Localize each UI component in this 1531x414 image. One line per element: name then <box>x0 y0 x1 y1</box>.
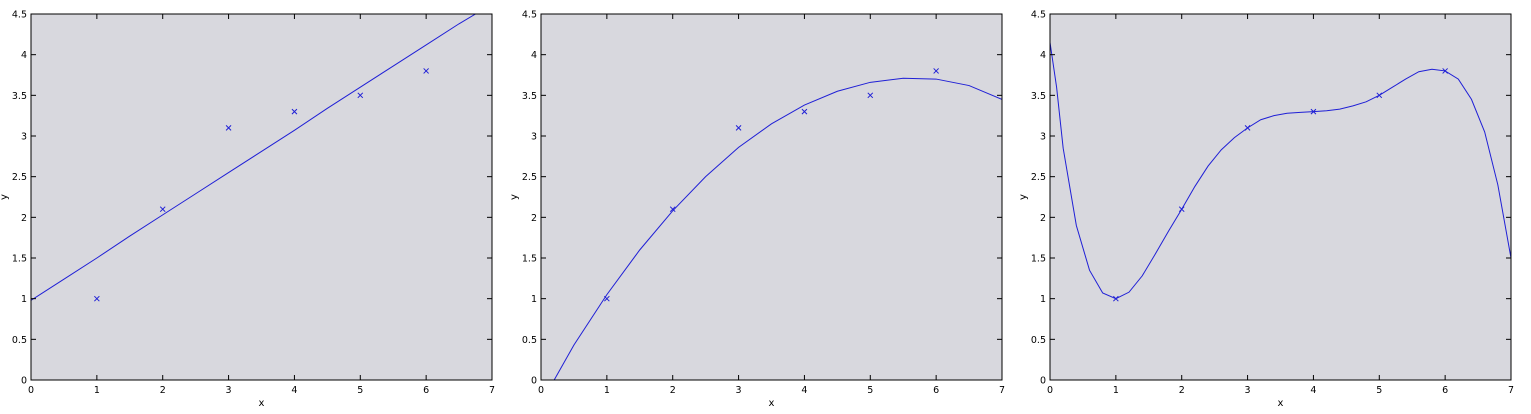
x-axis-label: x <box>769 398 775 409</box>
y-tick-label: 0 <box>1040 376 1046 387</box>
plot-area <box>541 14 1002 380</box>
plot-frame <box>540 13 1003 381</box>
plot-area <box>1050 14 1511 380</box>
plot-area <box>31 14 492 380</box>
y-tick-label: 0.5 <box>1031 335 1046 346</box>
y-tick-label: 0 <box>531 376 537 387</box>
data-point-marker <box>1442 68 1448 74</box>
y-tick-label: 2.5 <box>522 172 537 183</box>
y-tick-label: 4.5 <box>522 10 537 21</box>
y-tick-label: 4.5 <box>12 10 27 21</box>
x-tick-label: 2 <box>1179 385 1185 396</box>
x-tick-label: 0 <box>28 385 34 396</box>
y-tick-label: 3 <box>1040 132 1046 143</box>
y-tick-label: 3.5 <box>12 91 27 102</box>
data-point-marker <box>669 206 676 213</box>
y-tick-label: 3.5 <box>522 91 537 102</box>
x-tick-label: 0 <box>1047 385 1053 396</box>
y-tick-label: 1.5 <box>522 254 537 265</box>
x-tick-label: 5 <box>867 385 873 396</box>
fit-curve <box>31 14 476 301</box>
data-point-marker <box>357 92 364 99</box>
y-tick-label: 3 <box>531 132 537 143</box>
y-tick-label: 3 <box>21 132 27 143</box>
data-point-marker <box>94 295 100 302</box>
y-tick-label: 2 <box>531 213 537 224</box>
y-tick-label: 1.5 <box>1031 254 1046 265</box>
plot-frame <box>1049 13 1512 381</box>
data-point-marker <box>801 108 808 115</box>
subplot-1: 0 1 2 3 4 5 6 7 0 0.5 1 1.5 2 2.5 3 3.5 4 4.5 x y <box>0 10 495 410</box>
x-tick-label: 7 <box>1508 385 1514 396</box>
data-point-marker <box>291 108 298 115</box>
x-tick-label: 0 <box>538 385 544 396</box>
y-tick-label: 2.5 <box>12 172 27 183</box>
y-tick-label: 0.5 <box>522 335 537 346</box>
y-tick-label: 0 <box>21 376 27 387</box>
data-point-marker <box>1310 108 1317 115</box>
x-tick-label: 4 <box>291 385 297 396</box>
x-tick-label: 7 <box>489 385 495 396</box>
x-tick-label: 3 <box>736 385 742 396</box>
x-tick-label: 2 <box>670 385 676 396</box>
data-point-marker <box>1244 125 1251 131</box>
plot-frame <box>30 13 493 381</box>
x-tick-label: 3 <box>226 385 232 396</box>
y-tick-label: 2 <box>1040 213 1046 224</box>
y-tick-label: 3.5 <box>1031 91 1046 102</box>
data-point-marker <box>1178 206 1185 213</box>
subplot-3: 0 1 2 3 4 5 6 7 0 0.5 1 1.5 2 2.5 3 3.5 4 4.5 x y <box>1018 10 1514 410</box>
y-tick-label: 1.5 <box>12 254 27 265</box>
data-point-marker <box>1113 295 1119 302</box>
x-tick-label: 5 <box>1376 385 1382 396</box>
x-axis-label: x <box>1278 398 1284 409</box>
data-point-marker <box>604 295 610 302</box>
y-tick-label: 2.5 <box>1031 172 1046 183</box>
y-tick-label: 1 <box>21 294 27 305</box>
y-tick-label: 2 <box>21 213 27 224</box>
x-tick-label: 1 <box>604 385 610 396</box>
y-tick-label: 4.5 <box>1031 10 1046 21</box>
data-point-marker <box>735 125 742 131</box>
x-tick-label: 1 <box>94 385 100 396</box>
subplot-2: 0 1 2 3 4 5 6 7 0 0.5 1 1.5 2 2.5 3 3.5 4 4.5 x y <box>509 10 1005 410</box>
x-tick-label: 5 <box>357 385 363 396</box>
y-tick-label: 4 <box>1040 50 1046 61</box>
x-tick-label: 3 <box>1245 385 1251 396</box>
x-tick-label: 2 <box>160 385 166 396</box>
data-point-marker <box>867 92 874 99</box>
y-tick-label: 1 <box>531 294 537 305</box>
data-point-marker <box>1376 92 1383 99</box>
y-axis-label: y <box>509 194 520 200</box>
x-tick-label: 6 <box>1442 385 1448 396</box>
y-tick-label: 4 <box>531 50 537 61</box>
y-tick-label: 1 <box>1040 294 1046 305</box>
x-axis-label: x <box>259 398 265 409</box>
data-point-marker <box>225 125 232 131</box>
x-tick-label: 7 <box>999 385 1005 396</box>
y-axis-label: y <box>1018 194 1029 200</box>
data-point-marker <box>159 206 166 213</box>
x-tick-label: 6 <box>933 385 939 396</box>
y-tick-label: 4 <box>21 50 27 61</box>
data-point-marker <box>933 68 939 74</box>
x-tick-label: 6 <box>423 385 429 396</box>
y-tick-label: 0.5 <box>12 335 27 346</box>
x-tick-label: 4 <box>801 385 807 396</box>
y-axis-label: y <box>0 194 10 200</box>
data-point-marker <box>423 68 429 74</box>
x-tick-label: 4 <box>1310 385 1316 396</box>
x-tick-label: 1 <box>1113 385 1119 396</box>
fit-curve <box>553 77 1002 380</box>
